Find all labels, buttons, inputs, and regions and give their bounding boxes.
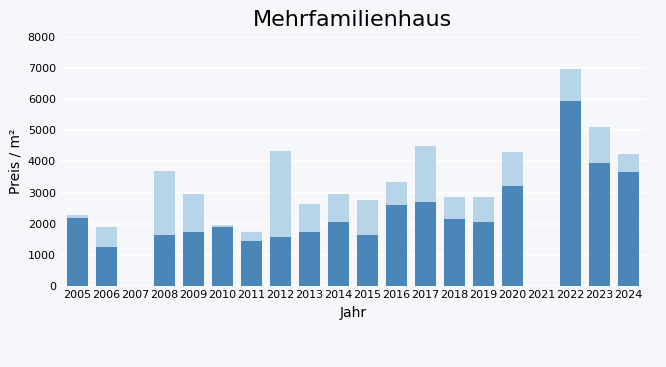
Legend: höchster Preis, durchschnittlicher Preis: höchster Preis, durchschnittlicher Preis bbox=[199, 362, 507, 367]
Bar bbox=[328, 222, 348, 286]
Bar bbox=[299, 204, 320, 232]
Bar bbox=[155, 171, 174, 235]
X-axis label: Jahr: Jahr bbox=[340, 306, 366, 320]
Bar bbox=[619, 154, 639, 172]
Bar bbox=[183, 194, 204, 232]
Bar bbox=[270, 237, 290, 286]
Title: Mehrfamilienhaus: Mehrfamilienhaus bbox=[253, 10, 453, 30]
Bar bbox=[560, 101, 581, 286]
Bar bbox=[241, 241, 262, 286]
Bar bbox=[416, 202, 436, 286]
Bar bbox=[358, 200, 378, 235]
Bar bbox=[299, 232, 320, 286]
Bar bbox=[183, 232, 204, 286]
Bar bbox=[67, 214, 87, 218]
Bar bbox=[474, 222, 494, 286]
Bar bbox=[474, 197, 494, 222]
Bar bbox=[444, 219, 465, 286]
Bar bbox=[67, 218, 87, 286]
Bar bbox=[619, 172, 639, 286]
Bar bbox=[328, 194, 348, 222]
Bar bbox=[589, 163, 610, 286]
Bar bbox=[96, 247, 117, 286]
Bar bbox=[416, 146, 436, 202]
Bar bbox=[96, 227, 117, 247]
Bar bbox=[212, 227, 232, 286]
Bar bbox=[155, 235, 174, 286]
Bar bbox=[212, 225, 232, 227]
Bar bbox=[589, 127, 610, 163]
Bar bbox=[386, 204, 407, 286]
Bar bbox=[560, 69, 581, 101]
Bar bbox=[502, 186, 523, 286]
Y-axis label: Preis / m²: Preis / m² bbox=[8, 129, 22, 194]
Bar bbox=[270, 150, 290, 237]
Bar bbox=[241, 232, 262, 241]
Bar bbox=[502, 152, 523, 186]
Bar bbox=[444, 197, 465, 219]
Bar bbox=[358, 235, 378, 286]
Bar bbox=[386, 182, 407, 204]
